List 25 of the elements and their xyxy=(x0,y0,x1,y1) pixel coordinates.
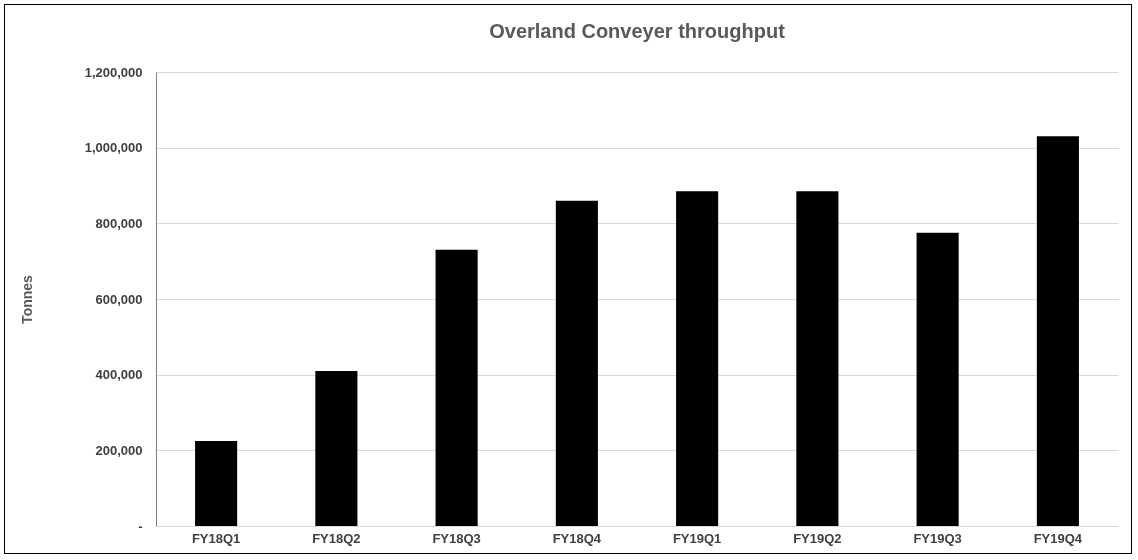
x-tick-label: FY19Q1 xyxy=(672,530,722,546)
y-tick-label: 800,000 xyxy=(95,215,143,231)
bar xyxy=(676,191,719,526)
y-tick-label: 400,000 xyxy=(95,367,143,383)
y-axis-title: Tonnes xyxy=(18,274,35,324)
x-tick-label: FY19Q3 xyxy=(913,530,962,546)
y-tick-label: - xyxy=(138,518,143,534)
x-tick-label: FY18Q4 xyxy=(552,530,602,546)
y-tick-label: 1,200,000 xyxy=(84,64,143,80)
x-tick-label: FY18Q2 xyxy=(312,530,361,546)
bar xyxy=(435,249,478,526)
bar xyxy=(195,440,238,526)
bar xyxy=(315,370,358,526)
bar xyxy=(916,232,959,526)
x-tick-label: FY18Q3 xyxy=(432,530,481,546)
bar xyxy=(796,191,839,526)
x-tick-label: FY19Q4 xyxy=(1033,530,1083,546)
y-tick-label: 600,000 xyxy=(95,291,143,307)
x-tick-label: FY19Q2 xyxy=(793,530,842,546)
y-tick-label: 200,000 xyxy=(95,442,143,458)
bar xyxy=(1036,136,1079,526)
bar xyxy=(555,200,598,526)
y-tick-label: 1,000,000 xyxy=(84,140,143,156)
chart-title: Overland Conveyer throughput xyxy=(489,20,786,42)
x-tick-label: FY18Q1 xyxy=(191,530,241,546)
